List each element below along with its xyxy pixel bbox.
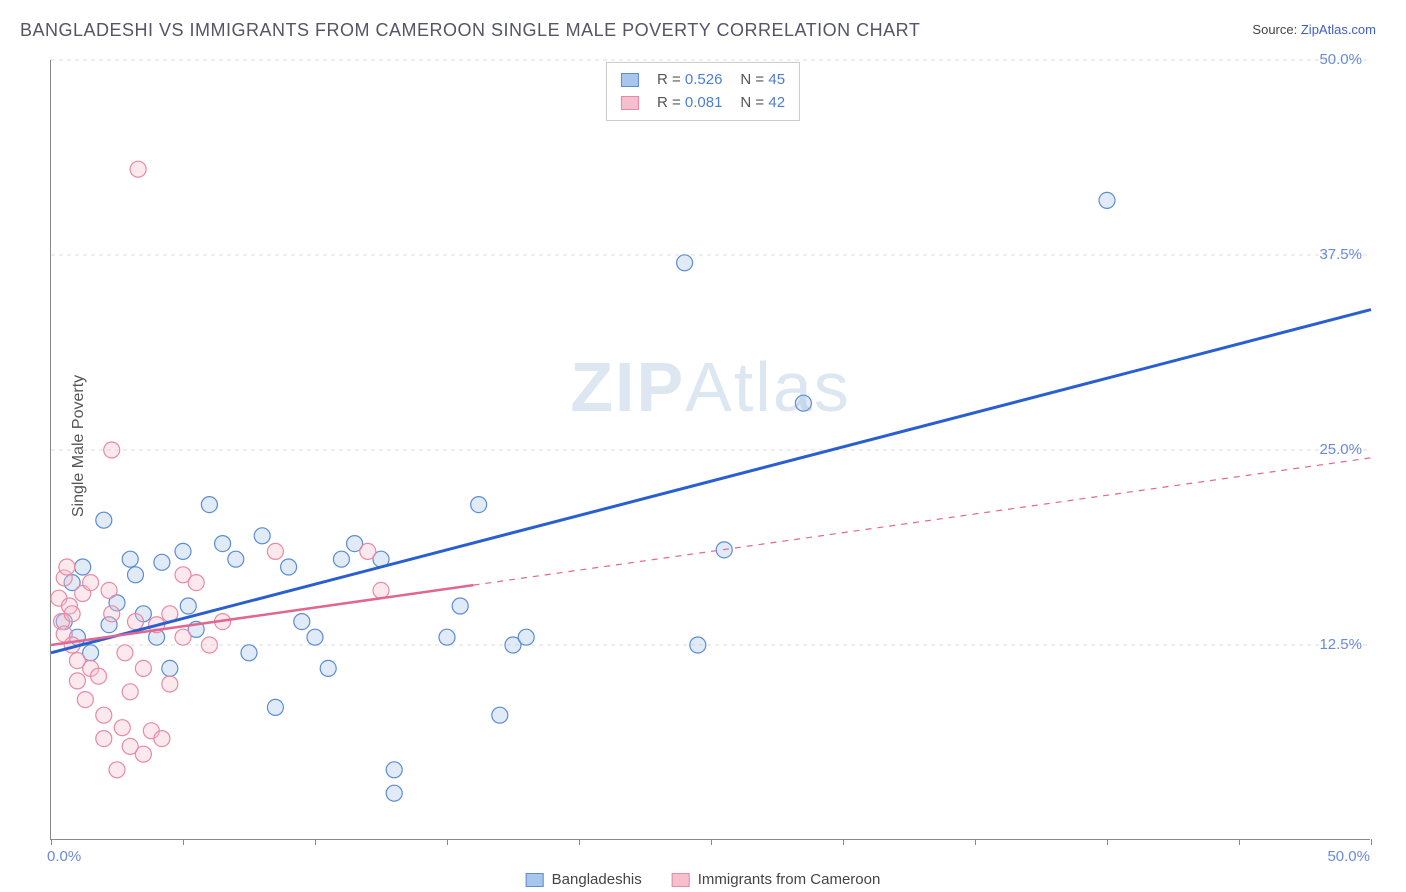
- chart-title: BANGLADESHI VS IMMIGRANTS FROM CAMEROON …: [20, 20, 920, 41]
- x-tick: [975, 839, 976, 845]
- y-tick-label: 25.0%: [1319, 441, 1362, 458]
- source-label: Source:: [1252, 22, 1297, 37]
- n-label-1: N =: [740, 71, 764, 88]
- x-tick: [1371, 839, 1372, 845]
- x-tick: [1239, 839, 1240, 845]
- stats-row-2: R = 0.081 N = 42: [621, 92, 785, 115]
- y-tick-label: 37.5%: [1319, 246, 1362, 263]
- r-label-2: R =: [657, 94, 681, 111]
- x-tick: [183, 839, 184, 845]
- x-tick: [447, 839, 448, 845]
- x-tick-label: 0.0%: [47, 848, 81, 865]
- swatch-series-1: [621, 73, 639, 87]
- r-value-1: 0.526: [685, 71, 723, 88]
- x-tick: [843, 839, 844, 845]
- n-value-2: 42: [768, 94, 785, 111]
- x-tick-label: 50.0%: [1327, 848, 1370, 865]
- stats-row-1: R = 0.526 N = 45: [621, 69, 785, 92]
- y-tick-label: 12.5%: [1319, 636, 1362, 653]
- legend-swatch-1: [526, 873, 544, 887]
- x-tick: [315, 839, 316, 845]
- chart-root: BANGLADESHI VS IMMIGRANTS FROM CAMEROON …: [0, 0, 1406, 892]
- n-value-1: 45: [768, 71, 785, 88]
- plot-area: ZIPAtlas 12.5%25.0%37.5%50.0%0.0%50.0%: [50, 60, 1370, 840]
- legend-item-1: Bangladeshis: [526, 871, 642, 888]
- plot-svg: [51, 60, 1371, 840]
- x-tick: [1107, 839, 1108, 845]
- r-label-1: R =: [657, 71, 681, 88]
- swatch-series-2: [621, 96, 639, 110]
- legend-label-2: Immigrants from Cameroon: [698, 871, 881, 888]
- stats-box: R = 0.526 N = 45 R = 0.081 N = 42: [606, 62, 800, 121]
- x-tick: [51, 839, 52, 845]
- legend-label-1: Bangladeshis: [552, 871, 642, 888]
- bottom-legend: Bangladeshis Immigrants from Cameroon: [526, 871, 881, 888]
- r-value-2: 0.081: [685, 94, 723, 111]
- x-tick: [579, 839, 580, 845]
- source-attribution: Source: ZipAtlas.com: [1252, 22, 1376, 37]
- y-tick-label: 50.0%: [1319, 51, 1362, 68]
- source-link[interactable]: ZipAtlas.com: [1301, 22, 1376, 37]
- n-label-2: N =: [740, 94, 764, 111]
- legend-swatch-2: [672, 873, 690, 887]
- x-tick: [711, 839, 712, 845]
- legend-item-2: Immigrants from Cameroon: [672, 871, 881, 888]
